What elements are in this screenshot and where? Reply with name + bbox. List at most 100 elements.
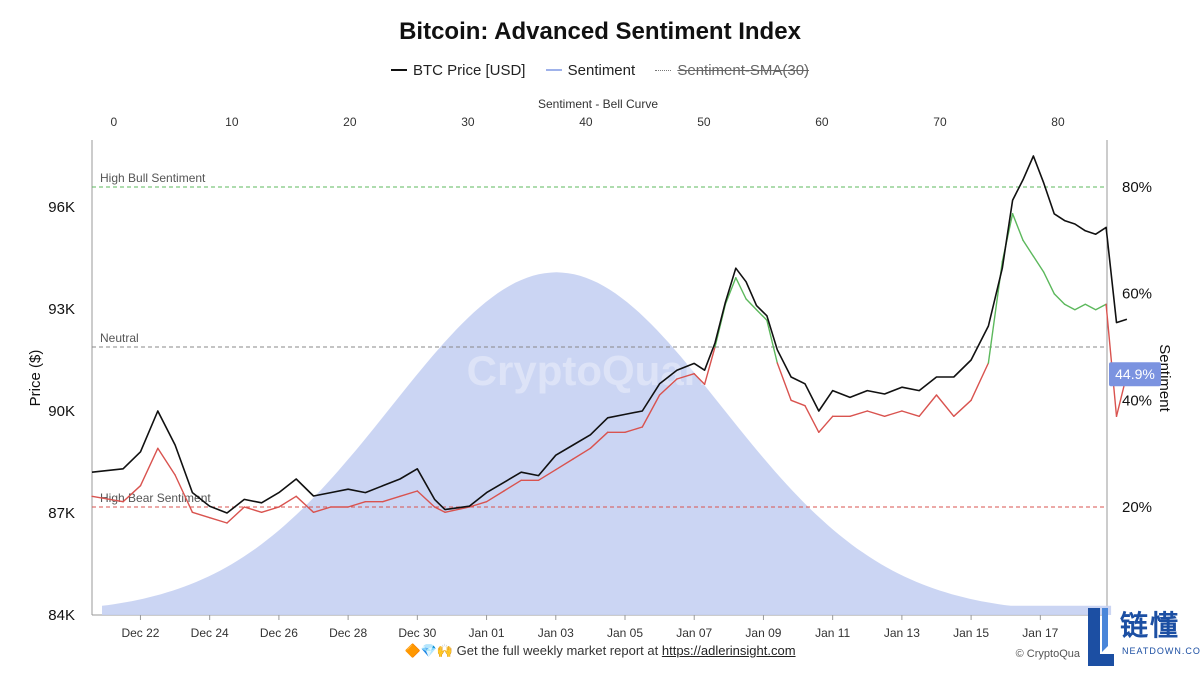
sentiment-segment-64 <box>1074 303 1087 311</box>
sentiment-segment-46 <box>818 415 834 433</box>
top-tick-1: 10 <box>225 115 239 129</box>
top-tick-6: 60 <box>815 115 829 129</box>
sentiment-segment-11 <box>278 495 297 508</box>
sentiment-segment-4 <box>157 447 176 476</box>
sentiment-segment-10 <box>260 506 280 513</box>
legend-sma[interactable]: Sentiment-SMA(30) <box>655 62 809 79</box>
legend-btc[interactable]: BTC Price [USD] <box>390 62 525 79</box>
sentiment-segment-60 <box>1032 255 1045 273</box>
cryptoquant-credit: © CryptoQua <box>1015 648 1080 660</box>
right-tick-3: 80% <box>1122 179 1152 196</box>
sentiment-segment-63 <box>1063 303 1076 311</box>
sentiment-segment-48 <box>849 410 868 417</box>
top-tick-5: 50 <box>697 115 711 129</box>
sentiment-segment-17 <box>382 495 401 503</box>
x-tick-11: Jan 13 <box>884 626 920 640</box>
x-tick-6: Jan 03 <box>538 626 574 640</box>
legend-sentiment[interactable]: Sentiment <box>545 62 635 79</box>
x-tick-9: Jan 09 <box>745 626 781 640</box>
sentiment-segment-67 <box>1105 303 1118 417</box>
sentiment-segment-15 <box>347 501 367 508</box>
x-tick-7: Jan 05 <box>607 626 643 640</box>
sentiment-segment-32 <box>641 394 661 428</box>
sentiment-segment-36 <box>703 346 716 385</box>
sentiment-segment-35 <box>693 373 706 385</box>
ref-label-0: High Bull Sentiment <box>100 171 206 185</box>
top-tick-2: 20 <box>343 115 357 129</box>
x-tick-12: Jan 15 <box>953 626 989 640</box>
legend-btc-swatch <box>390 69 407 71</box>
sentiment-segment-26 <box>537 469 557 481</box>
x-tick-4: Dec 30 <box>398 626 436 640</box>
left-tick-3: 93K <box>48 301 75 318</box>
x-tick-1: Dec 24 <box>191 626 229 640</box>
right-axis-title: Sentiment <box>1156 344 1173 412</box>
top-tick-3: 30 <box>461 115 475 129</box>
btc-price-line <box>91 155 1128 514</box>
right-tick-2: 60% <box>1122 286 1152 303</box>
x-tick-8: Jan 07 <box>676 626 712 640</box>
x-tick-13: Jan 17 <box>1022 626 1058 640</box>
ref-label-1: Neutral <box>100 331 139 345</box>
sentiment-segment-13 <box>312 506 332 513</box>
sentiment-segment-34 <box>676 373 695 380</box>
footer: 🔶💎🙌 Get the full weekly market report at… <box>0 643 1200 659</box>
ref-label-2: High Bear Sentiment <box>100 491 211 505</box>
logo-text: 链懂 <box>1120 609 1181 642</box>
chart-title: Bitcoin: Advanced Sentiment Index <box>399 18 801 45</box>
top-tick-4: 40 <box>579 115 593 129</box>
sentiment-segment-9 <box>243 506 263 513</box>
footer-text: Get the full weekly market report at <box>456 643 659 658</box>
legend-sentiment-swatch <box>545 69 562 71</box>
left-tick-2: 90K <box>48 403 75 420</box>
sentiment-segment-42 <box>766 319 778 364</box>
legend-sma-swatch <box>655 70 672 71</box>
sentiment-segment-49 <box>866 410 886 417</box>
left-tick-0: 84K <box>48 607 75 624</box>
sentiment-segment-19 <box>416 490 436 508</box>
sentiment-segment-61 <box>1043 271 1055 295</box>
footer-emoji: 🔶💎🙌 <box>404 643 454 658</box>
right-tick-0: 20% <box>1122 499 1152 516</box>
left-tick-4: 96K <box>48 199 75 216</box>
sentiment-segment-62 <box>1053 293 1066 305</box>
neatdown-logo: 链懂 NEATDOWN.COM <box>1082 604 1200 670</box>
x-tick-0: Dec 22 <box>121 626 159 640</box>
sentiment-segment-44 <box>790 399 806 407</box>
watermark-text: CryptoQuant <box>467 347 724 394</box>
sentiment-segment-66 <box>1094 303 1107 311</box>
top-tick-7: 70 <box>933 115 947 129</box>
sentiment-segment-24 <box>503 479 522 492</box>
top-tick-0: 0 <box>110 115 117 129</box>
x-tick-10: Jan 11 <box>815 626 850 640</box>
sentiment-segment-8 <box>226 506 246 524</box>
sentiment-segment-12 <box>295 495 315 513</box>
top-tick-8: 80 <box>1051 115 1065 129</box>
sentiment-segment-41 <box>755 309 768 321</box>
sentiment-segment-7 <box>208 517 228 524</box>
left-tick-1: 87K <box>48 505 75 522</box>
sentiment-segment-23 <box>485 490 505 503</box>
x-tick-2: Dec 26 <box>260 626 298 640</box>
sentiment-segment-45 <box>804 405 820 433</box>
sentiment-segment-5 <box>174 474 194 513</box>
sentiment-segment-50 <box>883 410 903 417</box>
logo-subtext: NEATDOWN.COM <box>1122 646 1200 656</box>
sentiment-segment-51 <box>901 410 920 417</box>
sentiment-segment-21 <box>444 506 470 513</box>
footer-link[interactable]: https://adlerinsight.com <box>661 643 796 658</box>
x-tick-5: Jan 01 <box>469 626 505 640</box>
sentiment-segment-53 <box>935 394 955 417</box>
sentiment-segment-29 <box>589 431 609 449</box>
current-sentiment-badge <box>1109 362 1161 387</box>
chart-legend: BTC Price [USD] Sentiment Sentiment-SMA(… <box>0 58 1200 79</box>
sentiment-segment-31 <box>624 426 643 433</box>
sentiment-segment-52 <box>918 394 938 417</box>
legend-sma-label: Sentiment-SMA(30) <box>677 62 810 79</box>
top-axis-title: Sentiment - Bell Curve <box>538 97 658 111</box>
sentiment-segment-40 <box>745 298 758 311</box>
right-tick-1: 40% <box>1122 392 1152 409</box>
sentiment-segment-2 <box>122 485 142 503</box>
sentiment-segment-38 <box>724 277 737 305</box>
